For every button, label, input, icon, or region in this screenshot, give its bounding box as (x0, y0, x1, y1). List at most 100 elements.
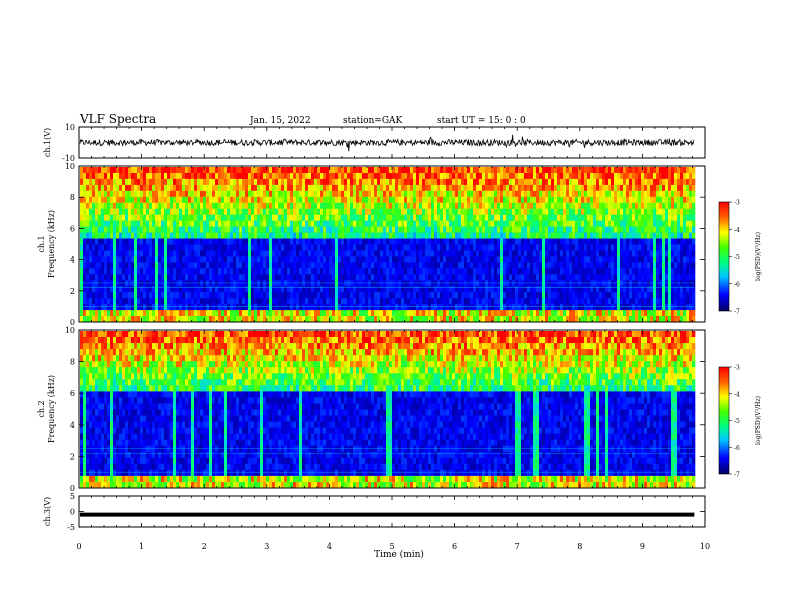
spectrogram-cell (269, 227, 272, 233)
spectrogram-cell (302, 191, 305, 197)
spectrogram-cell (395, 239, 398, 245)
spectrogram-cell (224, 256, 227, 262)
spectrogram-cell (545, 209, 548, 215)
spectrogram-cell (572, 233, 575, 239)
spectrogram-cell (602, 286, 605, 292)
spectrogram-cell (422, 209, 425, 215)
spectrogram-cell (122, 215, 125, 221)
spectrogram-cell (86, 262, 89, 268)
spectrogram-cell (182, 262, 185, 268)
spectrogram-cell (602, 221, 605, 227)
spectrogram-cell (137, 221, 140, 227)
spectrogram-cell (527, 251, 530, 257)
spectrogram-cell (443, 215, 446, 221)
spectrogram-cell (170, 251, 173, 257)
spectrogram-cell (629, 179, 632, 185)
spectrogram-cell (137, 286, 140, 292)
spectrogram-cell (164, 280, 167, 286)
spectrogram-cell (248, 233, 251, 239)
spectrogram-cell (155, 268, 158, 274)
spectrogram-cell (119, 209, 122, 215)
spectrogram-cell (491, 179, 494, 185)
spectrogram-cell (143, 203, 146, 209)
spectrogram-cell (140, 173, 143, 179)
spectrogram-cell (293, 185, 296, 191)
spectrogram-cell (311, 298, 314, 304)
spectrogram-cell (233, 209, 236, 215)
spectrogram-cell (83, 209, 86, 215)
spectrogram-cell (257, 215, 260, 221)
spectrogram-cell (260, 310, 263, 316)
spectrogram-cell (368, 221, 371, 227)
spectrogram-cell (260, 292, 263, 298)
spectrogram-cell (590, 245, 593, 251)
spectrogram-cell (578, 262, 581, 268)
spectrogram-cell (473, 280, 476, 286)
spectrogram-cell (446, 191, 449, 197)
spectrogram-cell (545, 262, 548, 268)
spectrogram-cell (305, 179, 308, 185)
spectrogram-cell (389, 239, 392, 245)
spectrogram-cell (410, 292, 413, 298)
spectrogram-cell (203, 221, 206, 227)
spectrogram-cell (428, 215, 431, 221)
spectrogram-cell (152, 221, 155, 227)
spectrogram-cell (254, 209, 257, 215)
spectrogram-cell (119, 227, 122, 233)
spectrogram-cell (626, 221, 629, 227)
spectrogram-cell (404, 310, 407, 316)
spectrogram-cell (347, 173, 350, 179)
spectrogram-cell (188, 310, 191, 316)
spectrogram-cell (530, 221, 533, 227)
spectrogram-cell (494, 292, 497, 298)
spectrogram-cell (494, 167, 497, 173)
figure-title: VLF Spectra (79, 112, 156, 126)
spectrogram-cell (182, 251, 185, 257)
spectrogram-cell (368, 197, 371, 203)
spectrogram-cell (422, 316, 425, 322)
spectrogram-cell (608, 316, 611, 322)
spectrogram-cell (629, 268, 632, 274)
spectrogram-cell (362, 167, 365, 173)
spectrogram-cell (308, 239, 311, 245)
spectrogram-cell (554, 256, 557, 262)
spectrogram-cell (359, 191, 362, 197)
spectrogram-cell (464, 262, 467, 268)
spectrogram-cell (353, 173, 356, 179)
spectrogram-cell (110, 221, 113, 227)
spectrogram-cell (164, 245, 167, 251)
spectrogram-cell (386, 167, 389, 173)
spectrogram-cell (230, 286, 233, 292)
spectrogram-cell (608, 298, 611, 304)
spectrogram-cell (476, 268, 479, 274)
spectrogram-cell (233, 268, 236, 274)
spectrogram-cell (260, 256, 263, 262)
spectrogram-cell (296, 179, 299, 185)
spectrogram-cell (116, 173, 119, 179)
spectrogram-cell (98, 239, 101, 245)
spectrogram-cell (581, 179, 584, 185)
spectrogram-cell (533, 173, 536, 179)
spectrogram-cell (635, 209, 638, 215)
spectrogram-cell (323, 251, 326, 257)
spectrogram-cell (227, 286, 230, 292)
spectrogram-cell (305, 203, 308, 209)
spectrogram-cell (185, 286, 188, 292)
spectrogram-cell (419, 298, 422, 304)
spectrogram-cell (386, 203, 389, 209)
spectrogram-cell (392, 292, 395, 298)
spectrogram-cell (383, 239, 386, 245)
spectrogram-cell (383, 286, 386, 292)
spectrogram-cell (143, 262, 146, 268)
spectrogram-cell (515, 203, 518, 209)
spectrogram-cell (557, 191, 560, 197)
spectrogram-cell (515, 239, 518, 245)
spectrogram-cell (407, 316, 410, 322)
spectrogram-cell (338, 221, 341, 227)
spectrogram-cell (344, 268, 347, 274)
spectrogram-cell (215, 209, 218, 215)
spectrogram-cell (446, 251, 449, 257)
spectrogram-cell (188, 280, 191, 286)
spectrogram-cell (563, 310, 566, 316)
